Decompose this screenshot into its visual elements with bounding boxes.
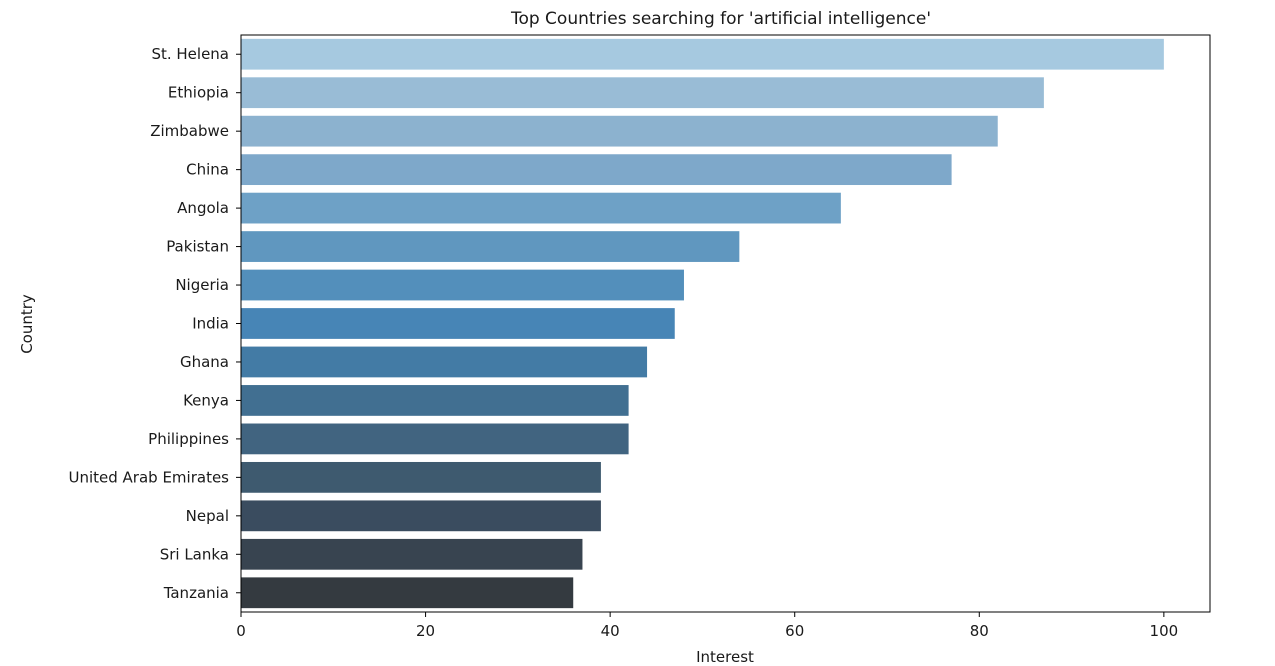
y-tick-label: Pakistan — [166, 238, 229, 256]
bar-ghana — [241, 346, 648, 378]
bar-zimbabwe — [241, 115, 998, 147]
x-tick-label: 0 — [236, 622, 246, 640]
y-tick-label: St. Helena — [151, 45, 229, 63]
bar-philippines — [241, 423, 629, 455]
y-tick-label: Ethiopia — [168, 84, 229, 102]
y-tick-label: Nigeria — [175, 276, 229, 294]
bar-pakistan — [241, 231, 740, 262]
x-tick-label: 80 — [970, 622, 989, 640]
bar-india — [241, 308, 675, 339]
bar-nigeria — [241, 269, 684, 301]
bar-nepal — [241, 500, 601, 532]
bar-tanzania — [241, 577, 574, 609]
bars-group — [241, 38, 1164, 609]
x-axis-label: Interest — [696, 648, 754, 666]
y-tick-label: Zimbabwe — [150, 122, 229, 140]
chart-title: Top Countries searching for 'artificial … — [510, 9, 931, 29]
y-tick-label: United Arab Emirates — [68, 468, 229, 486]
y-tick-label: China — [186, 161, 229, 179]
x-tick-label: 20 — [416, 622, 435, 640]
y-tick-label: Philippines — [148, 430, 229, 448]
y-tick-label: Kenya — [183, 391, 229, 409]
bar-angola — [241, 192, 841, 224]
x-axis-ticks: 0 20 40 60 80 100 — [236, 612, 1178, 640]
y-tick-label: India — [192, 315, 229, 333]
y-tick-label: Angola — [177, 199, 229, 217]
bar-kenya — [241, 385, 629, 416]
y-axis-ticks: St. Helena Ethiopia Zimbabwe China Angola Pak… — [68, 45, 241, 602]
bar-ethiopia — [241, 77, 1044, 109]
y-tick-label: Sri Lanka — [160, 545, 229, 563]
x-tick-label: 100 — [1150, 622, 1179, 640]
bar-sri-lanka — [241, 538, 583, 570]
y-tick-label: Nepal — [186, 507, 229, 525]
y-axis-label: Country — [18, 294, 36, 354]
y-tick-label: Tanzania — [163, 584, 229, 602]
x-tick-label: 40 — [601, 622, 620, 640]
y-tick-label: Ghana — [180, 353, 229, 371]
bar-united-arab-emirates — [241, 461, 601, 493]
bar-st-helena — [241, 38, 1164, 70]
plot-frame — [240, 34, 1211, 613]
x-tick-label: 60 — [785, 622, 804, 640]
bar-china — [241, 154, 952, 186]
